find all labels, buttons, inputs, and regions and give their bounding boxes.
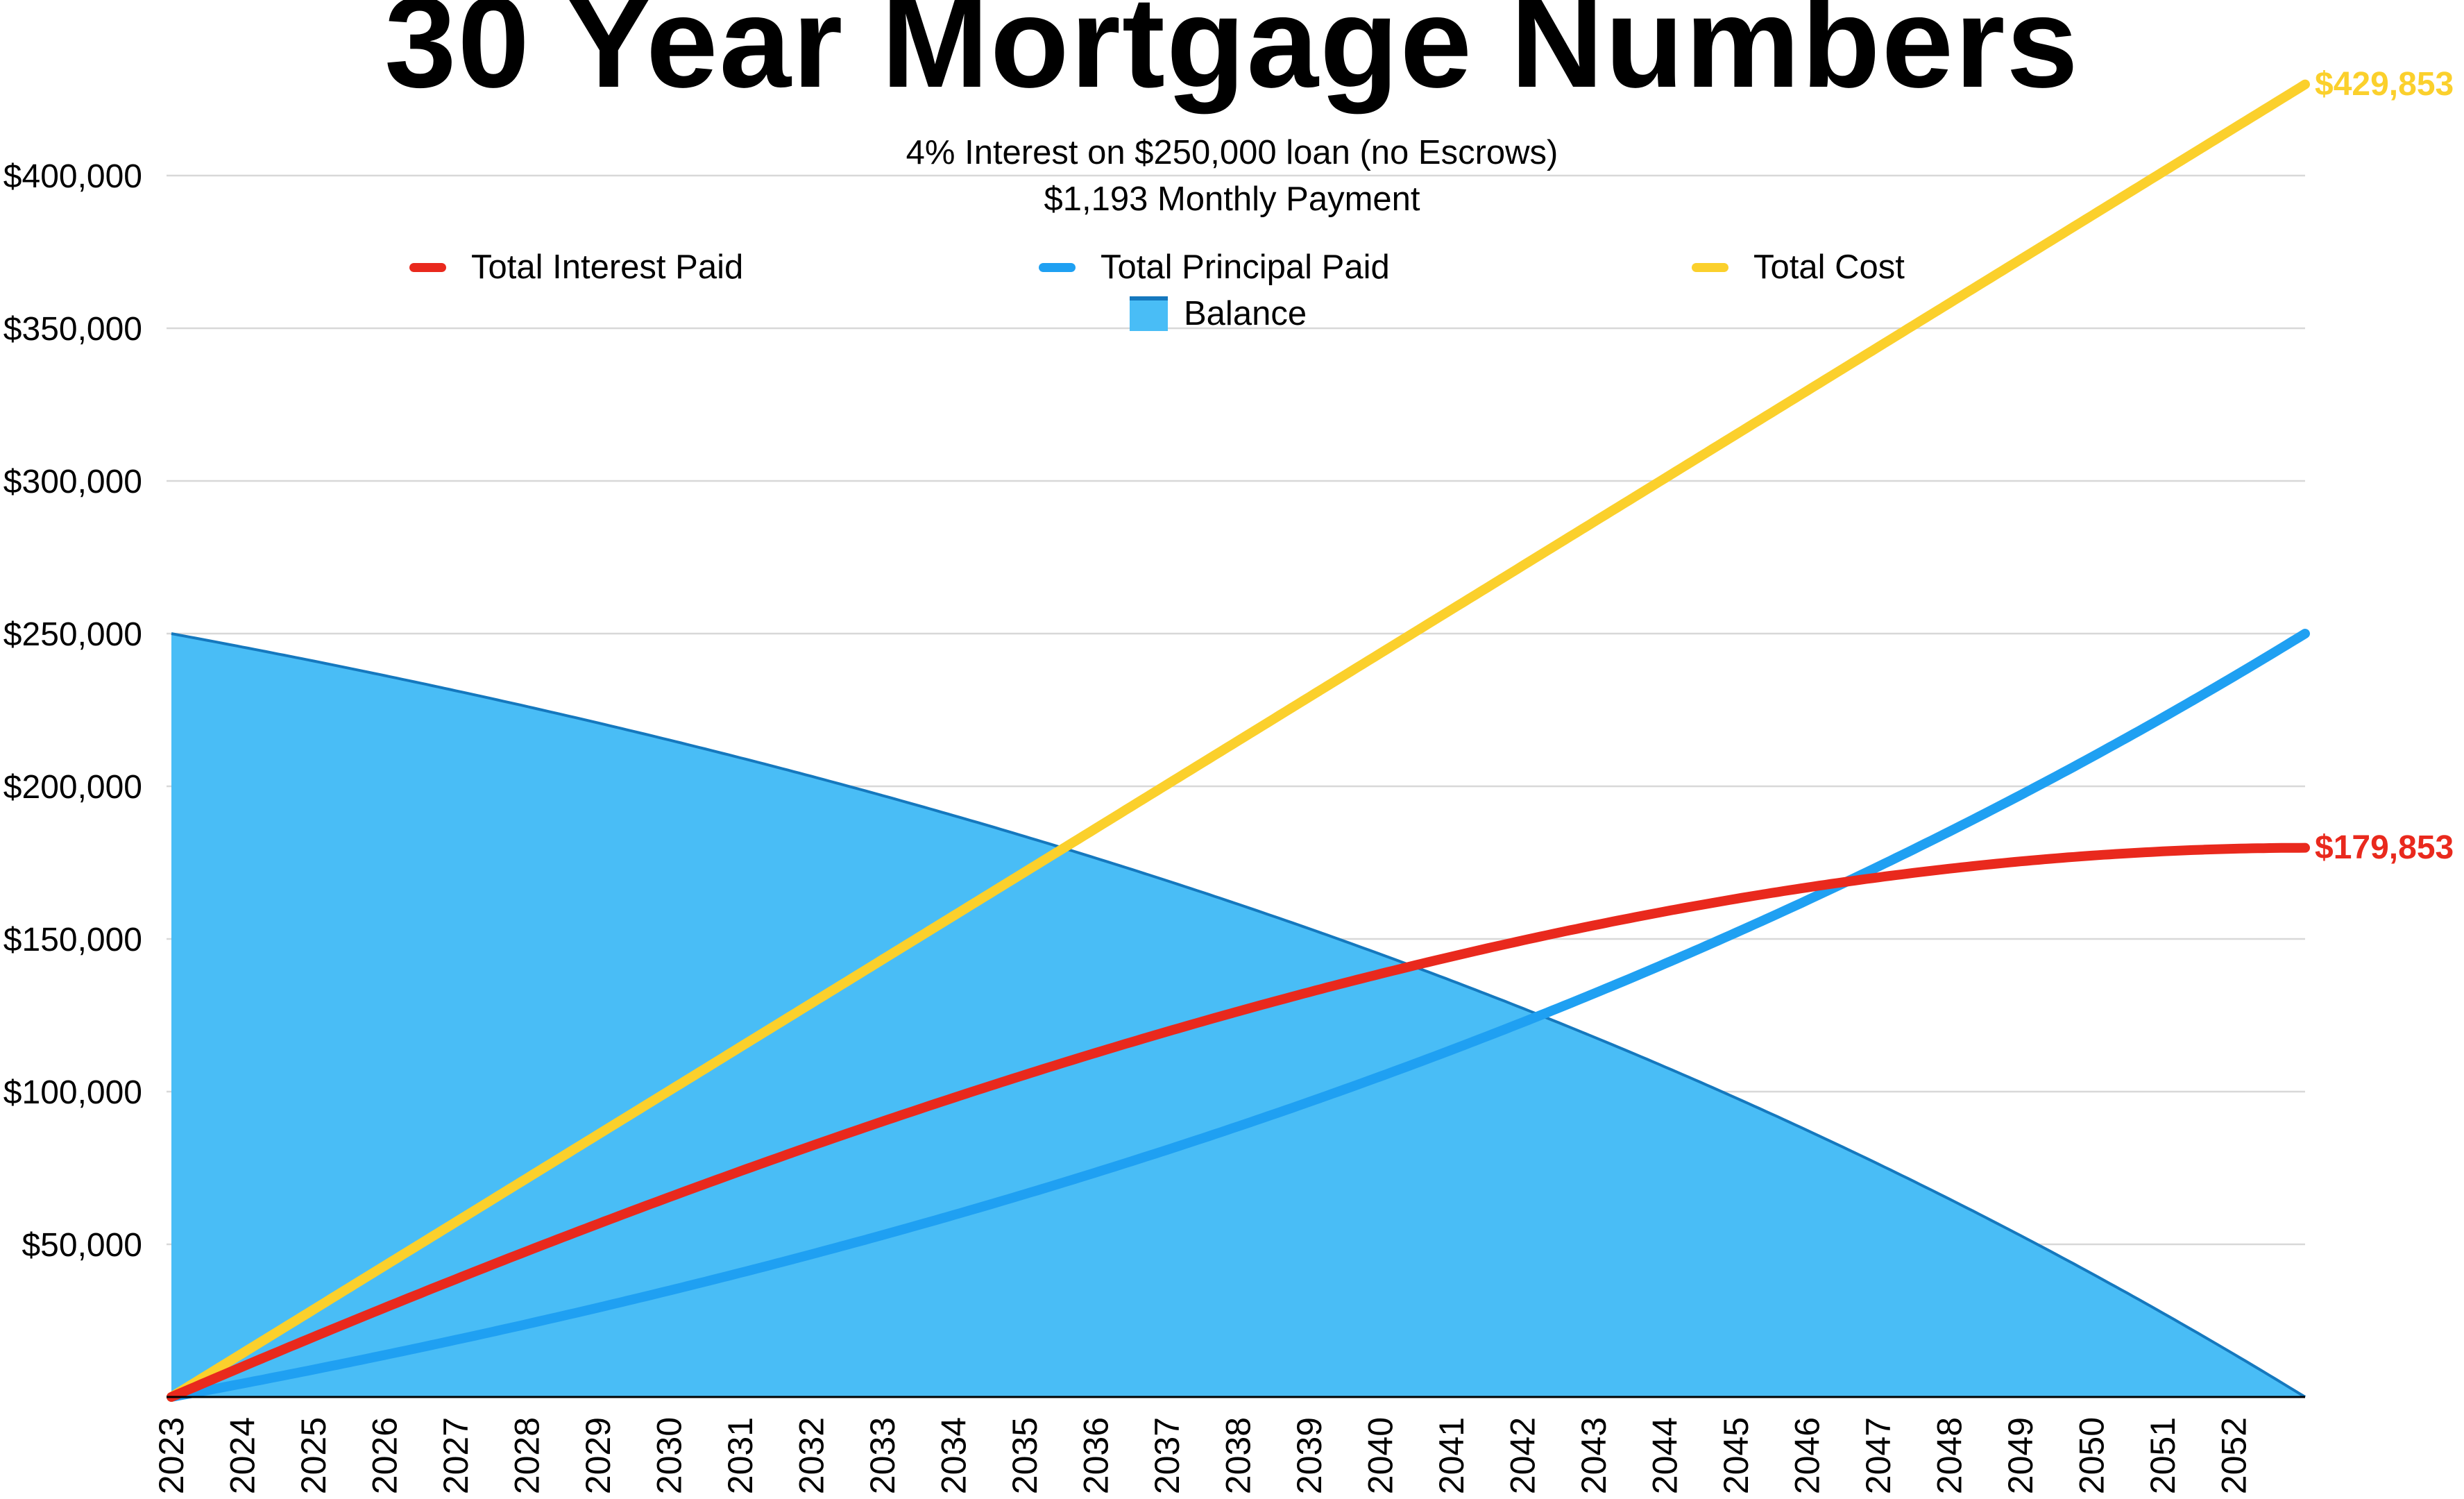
y-axis-label: $150,000 [3,922,142,958]
legend-label-total-interest: Total Interest Paid [471,248,744,286]
legend-item-total-principal: Total Principal Paid [1039,248,1390,286]
x-axis-label: 2037 [1148,1417,1187,1494]
x-axis-label: 2052 [2215,1417,2254,1494]
x-axis-label: 2026 [366,1417,405,1494]
x-axis-label: 2027 [436,1417,475,1494]
x-axis-label: 2023 [152,1417,191,1494]
x-axis-label: 2051 [2143,1417,2182,1494]
x-axis-label: 2049 [2001,1417,2040,1494]
total-principal-swatch-icon [1039,262,1076,272]
y-axis-label: $100,000 [3,1074,142,1111]
balance-area-border [171,632,2306,1398]
x-axis-labels: 2023 2024 2025 2026 2027 2028 2029 2030 2031 2032… [152,1417,2254,1494]
x-axis-label: 2047 [1859,1417,1898,1494]
x-axis-label: 2041 [1432,1417,1471,1494]
total-interest-end-annotation: $179,853 [2315,829,2454,866]
x-axis-label: 2050 [2073,1417,2112,1494]
legend-label-total-cost: Total Cost [1753,248,1905,286]
x-axis-label: 2033 [863,1417,902,1494]
x-axis-label: 2029 [579,1417,618,1494]
total-cost-line [167,79,2310,1402]
chart-title: 30 Year Mortgage Numbers [384,0,2080,115]
y-axis-labels: $50,000 $100,000 $150,000 $200,000 $250,000 $… [3,158,142,1264]
x-axis-label: 2043 [1574,1417,1613,1494]
x-axis-label: 2042 [1504,1417,1543,1494]
y-axis-label: $350,000 [3,311,142,348]
y-axis-label: $250,000 [3,616,142,653]
y-axis-label: $300,000 [3,464,142,500]
legend-label-balance: Balance [1184,295,1307,332]
x-axis-label: 2034 [935,1417,974,1494]
y-axis-label: $50,000 [22,1227,142,1264]
total-cost-swatch-icon [1692,262,1728,272]
x-axis-label: 2039 [1290,1417,1329,1494]
y-axis-label: $200,000 [3,769,142,806]
y-axis-label: $400,000 [3,158,142,195]
total-cost-end-annotation: $429,853 [2315,66,2454,103]
x-axis-label: 2025 [294,1417,333,1494]
total-interest-line [167,842,2310,1402]
legend-item-balance: Balance [1130,295,1307,332]
balance-swatch-icon [1130,296,1168,331]
x-axis-label: 2024 [223,1417,262,1494]
x-axis-label: 2040 [1361,1417,1400,1494]
x-axis-label: 2028 [508,1417,547,1494]
x-axis-label: 2032 [792,1417,831,1494]
chart-subtitle-line2: $1,193 Monthly Payment [1044,180,1420,218]
x-axis-label: 2045 [1717,1417,1756,1494]
x-axis-label: 2036 [1077,1417,1116,1494]
legend-label-total-principal: Total Principal Paid [1101,248,1390,286]
legend-item-total-interest: Total Interest Paid [409,248,743,286]
total-interest-swatch-icon [409,262,446,272]
x-axis-label: 2031 [721,1417,760,1494]
x-axis-label: 2046 [1788,1417,1827,1494]
x-axis-label: 2035 [1005,1417,1044,1494]
x-axis-label: 2044 [1646,1417,1685,1494]
legend-item-total-cost: Total Cost [1692,248,1905,286]
chart-subtitle-line1: 4% Interest on $250,000 loan (no Escrows… [906,134,1558,171]
x-axis-label: 2048 [1930,1417,1969,1494]
x-axis-label: 2038 [1219,1417,1258,1494]
x-axis-label: 2030 [650,1417,689,1494]
total-principal-line [167,629,2310,1402]
